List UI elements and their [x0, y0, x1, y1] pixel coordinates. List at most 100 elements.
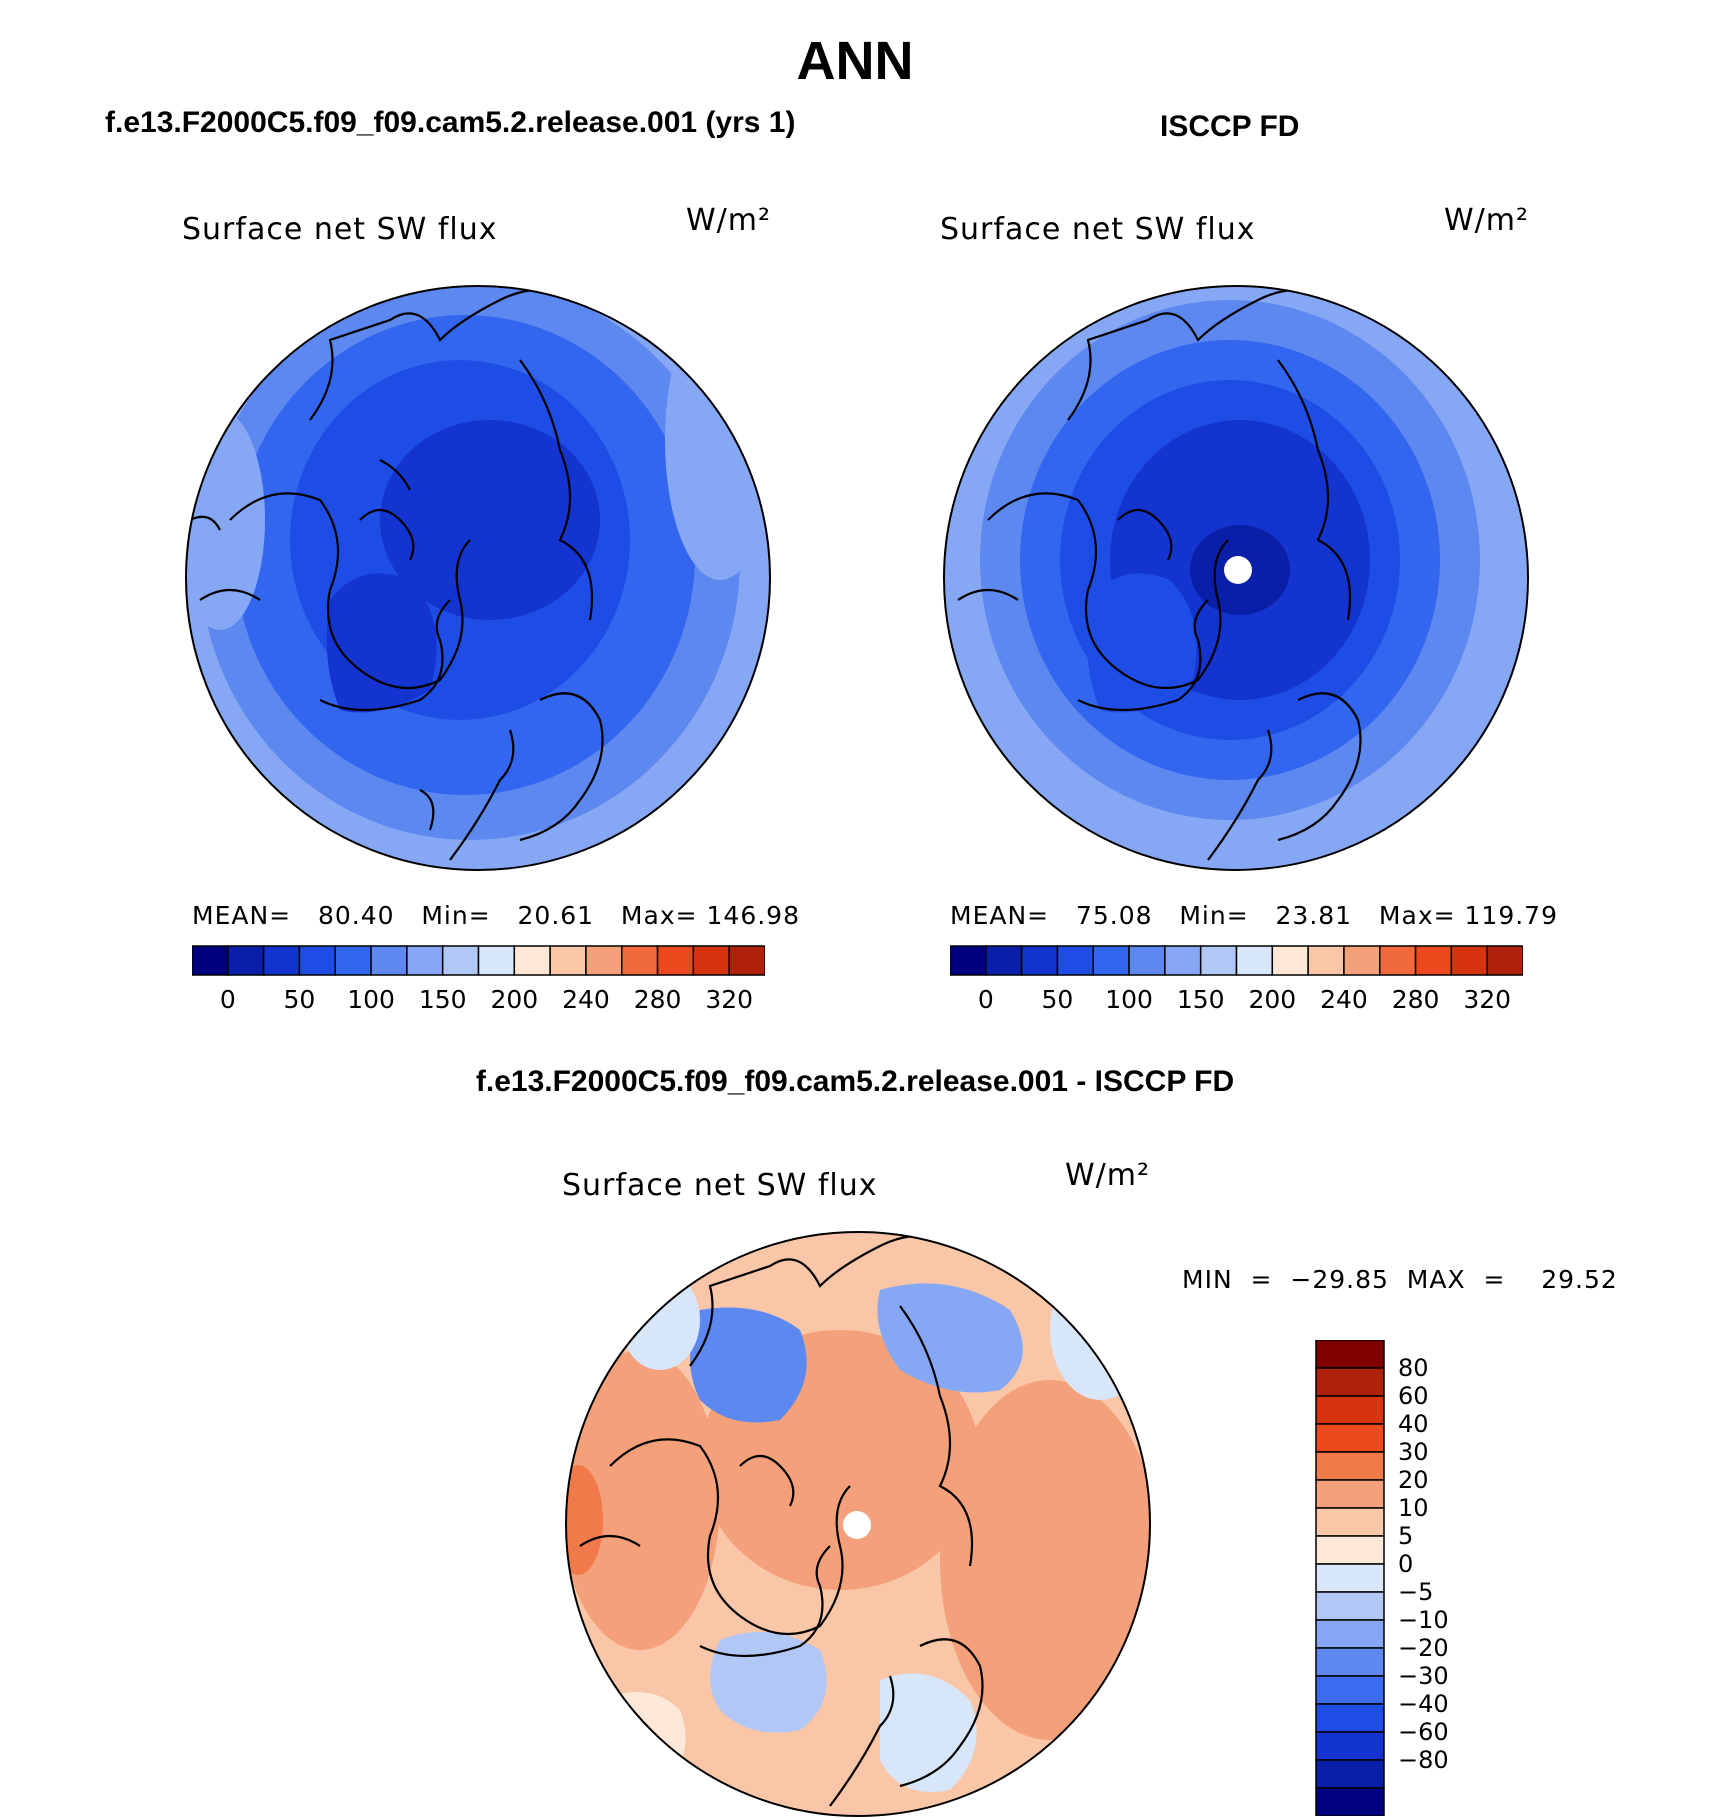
model-map-border	[185, 285, 771, 871]
colorbar-swatch	[585, 945, 623, 976]
model-map	[186, 286, 770, 870]
colorbar-tick-label: 280	[1391, 985, 1440, 1014]
colorbar-swatch	[985, 945, 1023, 976]
colorbar-swatch	[656, 945, 695, 976]
model-stats: MEAN= 80.40 Min= 20.61 Max= 146.98	[192, 901, 800, 930]
colorbar-tick-label: 0	[219, 985, 236, 1014]
colorbar-swatch	[1056, 945, 1094, 976]
colorbar-swatch	[298, 945, 336, 976]
diff-map-border	[565, 1231, 1151, 1817]
colorbar-tick-label: 150	[1176, 985, 1225, 1014]
diff-colorbar-tick-label: 10	[1398, 1494, 1429, 1522]
diff-colorbar-tick-label: −60	[1398, 1718, 1449, 1746]
obs-map-border	[943, 285, 1529, 871]
colorbar-tick-label: 200	[490, 985, 539, 1014]
obs-colorbar-labels: 0 50 100 150 200 240 280 320	[950, 985, 1523, 1015]
obs-stats: MEAN= 75.08 Min= 23.81 Max= 119.79	[950, 901, 1558, 930]
figure-title: ANN	[796, 31, 914, 91]
diff-colorbar-swatch	[1315, 1703, 1385, 1733]
diff-colorbar-swatch	[1315, 1563, 1385, 1593]
model-colorbar-labels: 0 50 100 150 200 240 280 320	[192, 985, 765, 1015]
obs-map	[944, 286, 1528, 870]
diff-colorbar-swatch	[1315, 1675, 1385, 1705]
diff-colorbar-tick-label: −80	[1398, 1746, 1449, 1774]
diff-colorbar-tick-label: −20	[1398, 1634, 1449, 1662]
colorbar-swatch	[1092, 945, 1130, 976]
colorbar-tick-label: 240	[1320, 985, 1368, 1014]
colorbar-swatch	[1379, 945, 1417, 976]
colorbar-swatch	[692, 945, 730, 976]
diff-colorbar-swatch	[1315, 1647, 1385, 1677]
diff-colorbar-swatch	[1315, 1340, 1385, 1369]
model-header: f.e13.F2000C5.f09_f09.cam5.2.release.001…	[105, 106, 796, 139]
obs-units: W/m²	[1444, 203, 1530, 238]
diff-colorbar-swatch	[1315, 1759, 1385, 1789]
diff-colorbar-tick-label: −5	[1398, 1578, 1434, 1606]
colorbar-swatch	[406, 945, 444, 976]
diff-colorbar-labels: 80 60 40 30 20 10 5 0 −5 −10 −20 −30 −40 −60 −80	[1398, 1340, 1518, 1816]
diff-plot-title: Surface net SW flux	[562, 1168, 878, 1203]
diff-colorbar-swatch	[1315, 1535, 1385, 1565]
diff-colorbar-swatch	[1315, 1619, 1385, 1649]
colorbar-swatch	[334, 945, 372, 976]
colorbar-swatch	[1450, 945, 1488, 976]
colorbar-swatch	[477, 945, 516, 976]
colorbar-swatch	[1020, 945, 1059, 976]
diff-colorbar-tick-label: 5	[1398, 1522, 1414, 1550]
diff-colorbar-swatch	[1315, 1507, 1385, 1537]
colorbar-tick-label: 280	[633, 985, 682, 1014]
colorbar-swatch	[950, 945, 987, 976]
colorbar-tick-label: 50	[1041, 985, 1074, 1014]
colorbar-swatch	[1199, 945, 1238, 976]
colorbar-swatch	[1164, 945, 1202, 976]
colorbar-tick-label: 100	[347, 985, 395, 1014]
colorbar-tick-label: 150	[418, 985, 467, 1014]
colorbar-swatch	[549, 945, 587, 976]
diff-colorbar-tick-label: 60	[1398, 1382, 1429, 1410]
colorbar-swatch	[1307, 945, 1345, 976]
diff-colorbar	[1315, 1340, 1385, 1816]
diff-colorbar-tick-label: −30	[1398, 1662, 1449, 1690]
colorbar-swatch	[192, 945, 229, 976]
colorbar-swatch	[1235, 945, 1274, 976]
diff-colorbar-swatch	[1315, 1451, 1385, 1481]
colorbar-swatch	[621, 945, 659, 976]
colorbar-tick-label: 200	[1248, 985, 1297, 1014]
obs-coastlines	[957, 289, 1362, 861]
diff-pole-gap	[843, 1511, 871, 1539]
diff-colorbar-swatch	[1315, 1423, 1385, 1453]
obs-colorbar	[950, 945, 1523, 976]
diff-colorbar-tick-label: 20	[1398, 1466, 1429, 1494]
diff-colorbar-tick-label: −40	[1398, 1690, 1449, 1718]
model-coastlines	[189, 289, 604, 861]
colorbar-tick-label: 320	[705, 985, 754, 1014]
model-units: W/m²	[686, 203, 772, 238]
colorbar-swatch	[441, 945, 480, 976]
colorbar-swatch	[1486, 945, 1523, 976]
diff-colorbar-swatch	[1315, 1479, 1385, 1509]
diff-colorbar-swatch	[1315, 1367, 1385, 1397]
colorbar-swatch	[1271, 945, 1309, 976]
diff-colorbar-tick-label: −10	[1398, 1606, 1449, 1634]
model-plot-title: Surface net SW flux	[182, 212, 498, 247]
diff-colorbar-tick-label: 80	[1398, 1354, 1429, 1382]
colorbar-tick-label: 50	[283, 985, 316, 1014]
diff-header: f.e13.F2000C5.f09_f09.cam5.2.release.001…	[475, 1065, 1235, 1098]
diff-colorbar-swatch	[1315, 1395, 1385, 1425]
model-colorbar	[192, 945, 765, 976]
obs-header: ISCCP FD	[1160, 110, 1300, 143]
colorbar-swatch	[513, 945, 551, 976]
colorbar-swatch	[1128, 945, 1166, 976]
diff-coastlines	[579, 1235, 984, 1807]
colorbar-swatch	[1414, 945, 1453, 976]
obs-plot-title: Surface net SW flux	[940, 212, 1256, 247]
diff-colorbar-tick-label: 30	[1398, 1438, 1429, 1466]
colorbar-tick-label: 320	[1463, 985, 1512, 1014]
diff-colorbar-tick-label: 0	[1398, 1550, 1414, 1578]
diff-stats: MIN = −29.85 MAX = 29.52	[1182, 1265, 1618, 1294]
obs-pole-gap	[1224, 556, 1252, 584]
colorbar-swatch	[227, 945, 265, 976]
colorbar-swatch	[262, 945, 301, 976]
colorbar-swatch	[1343, 945, 1381, 976]
